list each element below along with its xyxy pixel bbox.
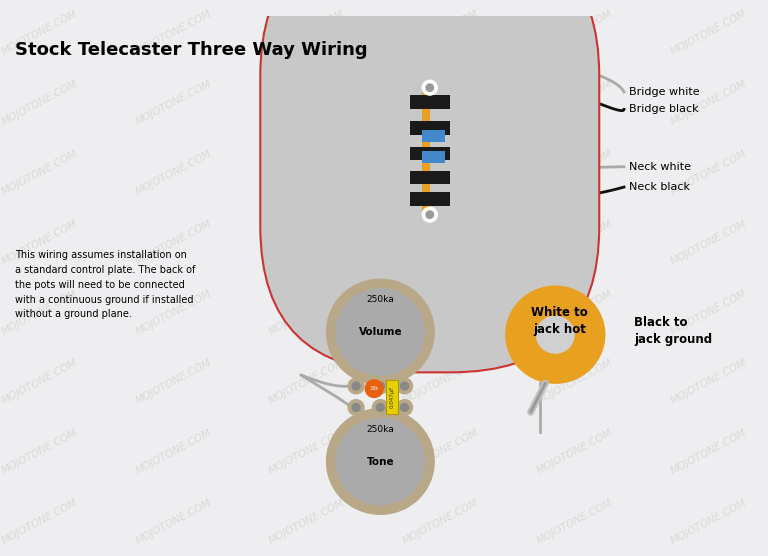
Text: MOJOTONE.COM: MOJOTONE.COM <box>401 288 481 336</box>
Text: MOJOTONE.COM: MOJOTONE.COM <box>535 358 614 406</box>
Text: MOJOTONE.COM: MOJOTONE.COM <box>535 218 614 267</box>
Circle shape <box>372 378 389 394</box>
Circle shape <box>396 400 412 415</box>
Circle shape <box>326 279 434 385</box>
Text: MOJOTONE.COM: MOJOTONE.COM <box>669 218 748 267</box>
Text: MOJOTONE.COM: MOJOTONE.COM <box>535 148 614 197</box>
Circle shape <box>326 409 434 514</box>
Text: MOJOTONE.COM: MOJOTONE.COM <box>535 428 614 476</box>
Bar <box>422 130 445 142</box>
Text: MOJOTONE.COM: MOJOTONE.COM <box>669 78 748 127</box>
Text: MOJOTONE.COM: MOJOTONE.COM <box>267 8 347 57</box>
Text: This wiring assumes installation on
a standard control plate. The back of
the po: This wiring assumes installation on a st… <box>15 250 195 319</box>
Circle shape <box>401 404 409 411</box>
Text: MOJOTONE.COM: MOJOTONE.COM <box>535 498 614 547</box>
Text: 0.047µF: 0.047µF <box>389 385 394 408</box>
Text: MOJOTONE.COM: MOJOTONE.COM <box>0 498 79 547</box>
Circle shape <box>352 382 360 390</box>
Text: MOJOTONE.COM: MOJOTONE.COM <box>669 358 748 406</box>
Text: MOJOTONE.COM: MOJOTONE.COM <box>535 8 614 57</box>
Circle shape <box>366 380 383 398</box>
Text: MOJOTONE.COM: MOJOTONE.COM <box>0 428 79 476</box>
Text: MOJOTONE.COM: MOJOTONE.COM <box>401 8 481 57</box>
Text: MOJOTONE.COM: MOJOTONE.COM <box>401 78 481 127</box>
Text: MOJOTONE.COM: MOJOTONE.COM <box>669 288 748 336</box>
Text: MOJOTONE.COM: MOJOTONE.COM <box>267 148 347 197</box>
Text: MOJOTONE.COM: MOJOTONE.COM <box>0 148 79 197</box>
Text: 250ka: 250ka <box>366 295 394 304</box>
Text: MOJOTONE.COM: MOJOTONE.COM <box>0 78 79 127</box>
Circle shape <box>426 211 434 219</box>
Text: White to
jack hot: White to jack hot <box>531 306 588 336</box>
Text: MOJOTONE.COM: MOJOTONE.COM <box>401 218 481 267</box>
Circle shape <box>336 289 425 375</box>
Text: MOJOTONE.COM: MOJOTONE.COM <box>401 358 481 406</box>
Circle shape <box>506 286 604 383</box>
Circle shape <box>396 378 412 394</box>
Text: MOJOTONE.COM: MOJOTONE.COM <box>401 428 481 476</box>
Circle shape <box>401 382 409 390</box>
Text: MOJOTONE.COM: MOJOTONE.COM <box>134 288 214 336</box>
Circle shape <box>336 418 425 505</box>
Bar <box>386 380 398 414</box>
Circle shape <box>537 316 574 353</box>
Text: Stock Telecaster Three Way Wiring: Stock Telecaster Three Way Wiring <box>15 42 367 59</box>
Text: MOJOTONE.COM: MOJOTONE.COM <box>267 78 347 127</box>
Circle shape <box>348 378 364 394</box>
Text: MOJOTONE.COM: MOJOTONE.COM <box>267 218 347 267</box>
Text: MOJOTONE.COM: MOJOTONE.COM <box>267 428 347 476</box>
Text: MOJOTONE.COM: MOJOTONE.COM <box>0 358 79 406</box>
Text: MOJOTONE.COM: MOJOTONE.COM <box>535 288 614 336</box>
Text: Tone: Tone <box>366 456 394 466</box>
Bar <box>422 151 445 163</box>
Circle shape <box>348 400 364 415</box>
Bar <box>409 95 450 109</box>
Text: Neck white: Neck white <box>629 162 691 172</box>
Text: Bridge black: Bridge black <box>629 105 699 115</box>
Circle shape <box>352 404 360 411</box>
Text: Volume: Volume <box>359 327 402 337</box>
Circle shape <box>372 400 389 415</box>
Bar <box>409 171 450 185</box>
Text: Bridge white: Bridge white <box>629 87 700 97</box>
Bar <box>409 147 450 160</box>
Text: MOJOTONE.COM: MOJOTONE.COM <box>134 78 214 127</box>
Text: MOJOTONE.COM: MOJOTONE.COM <box>267 358 347 406</box>
Text: MOJOTONE.COM: MOJOTONE.COM <box>0 288 79 336</box>
Circle shape <box>426 84 434 91</box>
Text: MOJOTONE.COM: MOJOTONE.COM <box>134 218 214 267</box>
Text: MOJOTONE.COM: MOJOTONE.COM <box>134 8 214 57</box>
Text: MOJOTONE.COM: MOJOTONE.COM <box>134 148 214 197</box>
Text: MOJOTONE.COM: MOJOTONE.COM <box>401 148 481 197</box>
Circle shape <box>422 207 437 222</box>
Text: MOJOTONE.COM: MOJOTONE.COM <box>401 498 481 547</box>
Text: MOJOTONE.COM: MOJOTONE.COM <box>267 288 347 336</box>
Text: MOJOTONE.COM: MOJOTONE.COM <box>0 218 79 267</box>
Bar <box>422 85 430 217</box>
Text: MOJOTONE.COM: MOJOTONE.COM <box>134 358 214 406</box>
Text: 250ka: 250ka <box>366 425 394 434</box>
Circle shape <box>376 382 384 390</box>
Text: MOJOTONE.COM: MOJOTONE.COM <box>134 428 214 476</box>
Text: MOJOTONE.COM: MOJOTONE.COM <box>669 428 748 476</box>
Bar <box>409 121 450 135</box>
Text: MOJOTONE.COM: MOJOTONE.COM <box>669 498 748 547</box>
Text: MOJOTONE.COM: MOJOTONE.COM <box>669 8 748 57</box>
Bar <box>409 192 450 206</box>
Text: MOJOTONE.COM: MOJOTONE.COM <box>669 148 748 197</box>
Text: MOJOTONE.COM: MOJOTONE.COM <box>267 498 347 547</box>
Text: Black to
jack ground: Black to jack ground <box>634 316 712 346</box>
Text: Neck black: Neck black <box>629 182 690 192</box>
Text: 33k: 33k <box>369 386 379 391</box>
Text: MOJOTONE.COM: MOJOTONE.COM <box>0 8 79 57</box>
Circle shape <box>376 404 384 411</box>
FancyBboxPatch shape <box>260 0 599 373</box>
Circle shape <box>422 80 437 95</box>
Text: MOJOTONE.COM: MOJOTONE.COM <box>134 498 214 547</box>
Text: MOJOTONE.COM: MOJOTONE.COM <box>535 78 614 127</box>
